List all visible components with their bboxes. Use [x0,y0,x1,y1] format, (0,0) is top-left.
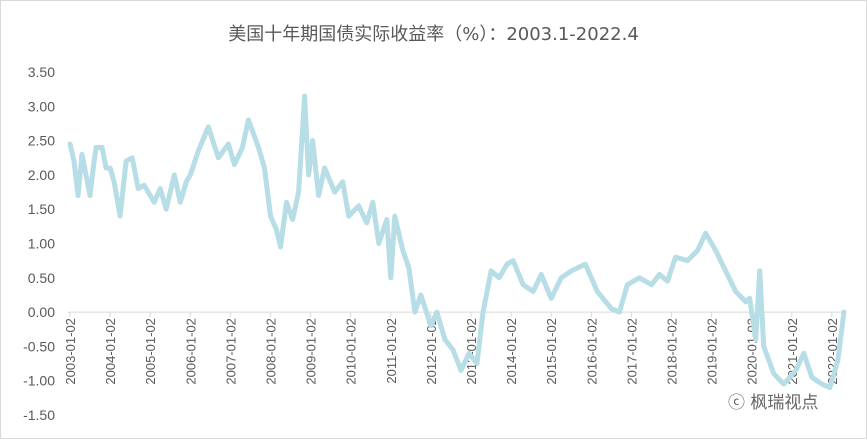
y-tick-label: -1.00 [23,373,55,389]
y-tick-label: 2.00 [28,167,55,183]
x-tick-label: 2015-01-02 [544,318,559,385]
y-tick-label: -0.50 [23,338,55,354]
y-tick-label: 1.00 [28,236,55,252]
x-tick-label: 2018-01-02 [665,318,680,385]
y-tick-label: -1.50 [23,407,55,423]
x-tick-label: 2016-01-02 [584,318,599,385]
y-tick-label: 0.50 [28,270,55,286]
watermark-text: 枫瑞视点 [750,393,819,413]
x-tick-label: 2005-01-02 [143,318,158,385]
y-tick-label: 0.00 [28,304,55,320]
x-tick-label: 2007-01-02 [223,318,238,385]
x-tick-label: 2004-01-02 [103,318,118,385]
x-tick-label: 2010-01-02 [344,318,359,385]
x-tick-label: 2006-01-02 [183,318,198,385]
series-line [67,93,847,391]
y-tick-label: 2.50 [28,133,55,149]
x-tick-label: 2003-01-02 [63,318,78,385]
x-tick-label: 2019-01-02 [705,318,720,385]
y-tick-label: 3.00 [28,98,55,114]
y-tick-label: 3.50 [28,64,55,80]
chart-title: 美国十年期国债实际收益率（%）：2003.1-2022.4 [228,24,639,45]
y-tick-label: 1.50 [28,201,55,217]
x-tick-label: 2017-01-02 [624,318,639,385]
x-tick-label: 2009-01-02 [304,318,319,385]
wechat-icon: ⓒ [728,393,751,413]
x-tick-label: 2012-01-02 [424,318,439,385]
watermark: ⓒ 枫瑞视点 [728,388,818,413]
x-tick-label: 2008-01-02 [264,318,279,385]
x-tick-label: 2014-01-02 [504,318,519,385]
x-tick-label: 2013-01-02 [464,318,479,385]
x-tick-label: 2011-01-02 [384,318,399,384]
